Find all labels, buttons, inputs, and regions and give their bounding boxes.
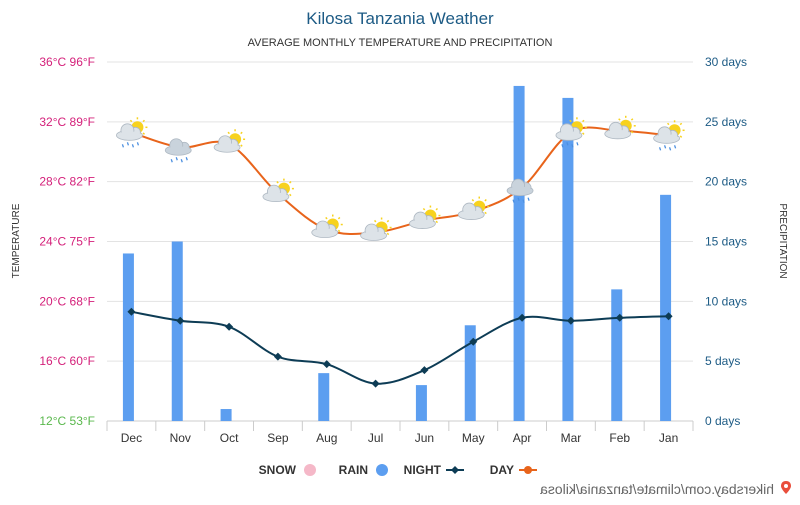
legend-item-day[interactable]: DAY <box>490 463 537 477</box>
y-right-tick-label: 28°C 82°F <box>39 175 95 189</box>
legend-label: DAY <box>490 463 514 477</box>
rain-bar <box>415 385 427 421</box>
y-left-tick-label: 5 days <box>705 354 740 368</box>
y-left-tick-label: 20 days <box>705 175 747 189</box>
y-right-tick-label: 32°C 89°F <box>39 115 95 129</box>
night-temperature-point <box>420 366 429 375</box>
night-temperature-point <box>566 316 575 325</box>
sun-cloud-icon <box>213 129 246 153</box>
rain-bar <box>464 325 476 421</box>
rain-bar <box>122 253 134 421</box>
sun-cloud-rain-icon <box>555 117 587 148</box>
y-right-axis-label: TEMPERATURE <box>11 203 22 278</box>
night-temperature-point <box>273 352 282 361</box>
legend-item-snow[interactable]: SNOW <box>259 463 316 477</box>
night-temperature-point <box>615 313 624 322</box>
rain-bar <box>171 241 183 421</box>
night-temperature-point <box>176 316 185 325</box>
x-tick-label: Feb <box>609 431 630 445</box>
text-labels: Kilosa Tanzania Weather AVERAGE MONTHLY … <box>11 9 788 445</box>
x-tick-label: Oct <box>220 431 239 445</box>
x-tick-label: Jun <box>415 431 434 445</box>
legend-item-rain[interactable]: RAIN <box>339 463 388 477</box>
night-temperature-point <box>469 337 478 346</box>
y-right-tick-label: 16°C 60°F <box>39 354 95 368</box>
x-tick-label: Mar <box>561 431 582 445</box>
y-left-tick-label: 30 days <box>705 55 747 69</box>
cloud-rain-icon <box>164 138 192 163</box>
credit-link[interactable]: hikersbay.com/climate/tanzania/kilosa <box>540 481 774 497</box>
sun-cloud-icon <box>311 214 343 238</box>
night-temperature-point <box>664 312 673 321</box>
y-right-tick-label: 12°C 53°F <box>39 414 95 428</box>
sun-cloud-rain-icon <box>653 120 685 151</box>
y-right-tick-label: 20°C 68°F <box>39 294 95 308</box>
y-left-axis-label: PRECIPITATION <box>777 203 788 278</box>
y-left-tick-label: 15 days <box>705 235 747 249</box>
x-tick-label: Jul <box>368 431 383 445</box>
chart-subtitle: AVERAGE MONTHLY TEMPERATURE AND PRECIPIT… <box>248 37 553 49</box>
x-tick-label: Jan <box>659 431 678 445</box>
cloud-rain-icon <box>506 178 534 203</box>
night-temperature-point <box>322 360 331 369</box>
rain-bar <box>562 97 574 422</box>
grid <box>106 61 694 431</box>
sun-cloud-icon <box>457 196 490 220</box>
x-tick-label: Apr <box>513 431 532 445</box>
x-tick-label: Sep <box>267 431 289 445</box>
chart-title: Kilosa Tanzania Weather <box>306 9 494 28</box>
x-tick-label: Aug <box>316 431 337 445</box>
y-left-tick-label: 0 days <box>705 414 740 428</box>
sun-cloud-icon <box>409 205 441 229</box>
credit: hikersbay.com/climate/tanzania/kilosa <box>540 481 791 497</box>
x-tick-label: Nov <box>170 431 191 445</box>
sun-cloud-icon <box>360 217 392 241</box>
legend-item-night[interactable]: NIGHT <box>404 463 464 477</box>
weather-icons <box>116 115 685 241</box>
rain-bar <box>660 194 672 421</box>
legend: DAY NIGHT RAIN SNOW <box>259 463 537 477</box>
rain-bar <box>220 409 232 421</box>
night-temperature-point <box>371 379 380 388</box>
sun-cloud-icon <box>604 115 636 140</box>
sun-cloud-icon <box>262 178 294 203</box>
location-pin-icon <box>781 481 791 494</box>
y-left-tick-label: 10 days <box>705 294 747 308</box>
rain-bar <box>318 373 330 421</box>
y-right-tick-label: 36°C 96°F <box>39 55 95 69</box>
legend-label: RAIN <box>339 463 368 477</box>
x-tick-label: Dec <box>121 431 142 445</box>
y-right-tick-label: 24°C 75°F <box>39 235 95 249</box>
night-temperature-line <box>131 310 669 385</box>
night-temperature-point <box>127 307 136 316</box>
y-left-tick-label: 25 days <box>705 115 747 129</box>
legend-label: NIGHT <box>404 463 442 477</box>
rain-bar <box>513 85 525 421</box>
x-tick-label: May <box>462 431 485 445</box>
sun-cloud-rain-icon <box>116 117 148 148</box>
night-temperature-point <box>225 322 234 331</box>
temperature-lines <box>127 126 673 388</box>
rain-bars <box>122 85 672 422</box>
legend-label: SNOW <box>259 463 297 477</box>
night-temperature-point <box>518 313 527 322</box>
rain-bar <box>611 289 623 421</box>
day-temperature-line <box>131 126 669 236</box>
